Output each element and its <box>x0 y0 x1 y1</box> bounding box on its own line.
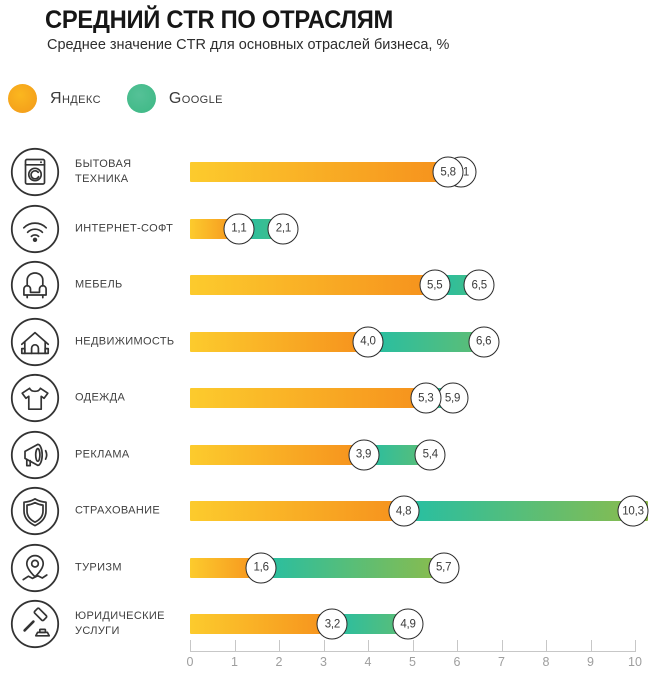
chart-subtitle: Среднее значение CTR для основных отрасл… <box>47 37 450 53</box>
axis-tick <box>457 640 458 652</box>
industry-row: РЕКЛАМА 3,9 5,4 <box>0 426 651 483</box>
google-value-bubble: 10,3 <box>617 495 649 527</box>
google-value-bubble: 2,1 <box>267 213 299 244</box>
google-bar <box>403 501 649 521</box>
industry-row: СТРАХОВАНИЕ 4,8 10,3 <box>0 483 651 540</box>
google-bar <box>368 331 484 352</box>
industry-row: ЮРИДИЧЕСКИЕ УСЛУГИ 3,2 4,9 <box>0 596 651 653</box>
industry-label: БЫТОВАЯ ТЕХНИКА <box>75 158 132 185</box>
yandex-bar <box>190 444 364 465</box>
industry-label: ИНТЕРНЕТ-СОФТ <box>75 222 174 235</box>
yandex-value-bubble: 1,6 <box>245 552 277 583</box>
legend: Яндекс Google <box>8 84 223 113</box>
wifi-icon <box>10 204 60 254</box>
legend-label-google: Google <box>168 89 223 107</box>
industry-row: НЕДВИЖИМОСТЬ 4,0 6,6 <box>0 313 651 370</box>
industry-label: НЕДВИЖИМОСТЬ <box>75 335 175 348</box>
legend-item-yandex: Яндекс <box>8 84 101 113</box>
yandex-value-bubble: 4,8 <box>388 495 420 527</box>
industry-label: ОДЕЖДА <box>75 391 126 404</box>
google-value-bubble: 5,9 <box>437 382 469 414</box>
industry-row: ИНТЕРНЕТ-СОФТ 1,1 2,1 <box>0 200 651 257</box>
map-pin-icon <box>10 543 60 593</box>
axis-tick <box>279 640 280 652</box>
axis-tick <box>368 640 369 652</box>
industry-row: МЕБЕЛЬ 5,5 6,5 <box>0 257 651 314</box>
axis-tick <box>234 640 236 652</box>
yandex-value-bubble: 1,1 <box>223 213 255 244</box>
house-icon <box>10 317 60 367</box>
google-bar <box>363 444 431 465</box>
yandex-bar <box>190 557 262 578</box>
axis-tick-label: 5 <box>409 655 416 669</box>
google-value-bubble: 4,9 <box>392 608 424 640</box>
axis-tick <box>590 640 592 652</box>
axis-tick-label: 7 <box>498 655 505 669</box>
page-title: СРЕДНИЙ CTR ПО ОТРАСЛЯМ <box>45 6 394 34</box>
washing-machine-icon <box>10 147 60 197</box>
yandex-bar <box>190 275 435 295</box>
industry-row: ТУРИЗМ 1,6 5,7 <box>0 539 651 596</box>
yandex-value-bubble: 5,3 <box>410 382 442 414</box>
google-color-dot-icon <box>126 84 156 113</box>
gavel-icon <box>10 599 60 649</box>
industry-row: БЫТОВАЯ ТЕХНИКА 5,8 6,1 <box>0 144 651 201</box>
google-value-bubble: 6,6 <box>468 326 500 357</box>
axis-tick <box>501 640 503 652</box>
yandex-value-bubble: 4,0 <box>352 326 384 357</box>
industry-row: ОДЕЖДА 5,3 5,9 <box>0 370 651 427</box>
yandex-color-dot-icon <box>8 84 37 113</box>
industry-label: МЕБЕЛЬ <box>75 278 123 291</box>
industry-label: ТУРИЗМ <box>75 561 122 574</box>
google-bar <box>332 614 409 634</box>
industry-label: ЮРИДИЧЕСКИЕ УСЛУГИ <box>75 610 165 637</box>
axis-tick-label: 9 <box>587 655 594 669</box>
axis-tick <box>546 640 547 652</box>
x-axis: 0 1 2 3 4 5 6 7 8 9 10 <box>186 639 646 673</box>
axis-tick-label: 3 <box>320 655 327 669</box>
yandex-value-bubble: 3,2 <box>316 608 348 640</box>
yandex-value-bubble: 5,5 <box>419 269 451 301</box>
google-value-bubble: 5,4 <box>414 439 446 470</box>
yandex-bar <box>190 501 404 521</box>
industry-label: РЕКЛАМА <box>75 448 130 461</box>
legend-item-google: Google <box>126 84 223 113</box>
google-value-bubble: 5,7 <box>428 552 460 583</box>
google-value-bubble: 6,5 <box>463 269 495 301</box>
industry-label: СТРАХОВАНИЕ <box>75 504 161 517</box>
yandex-bar <box>190 388 426 408</box>
axis-tick-label: 8 <box>542 655 550 669</box>
axis-tick <box>323 640 325 652</box>
axis-tick <box>412 640 414 652</box>
yandex-bar <box>190 614 333 634</box>
yandex-value-bubble: 5,8 <box>432 156 464 188</box>
axis-tick-label: 0 <box>186 655 194 669</box>
axis-tick <box>635 640 636 652</box>
axis-tick-label: 6 <box>453 655 461 669</box>
axis-tick-label: 4 <box>364 655 372 669</box>
axis-tick-label: 2 <box>275 655 283 669</box>
yandex-bar <box>190 331 368 352</box>
axis-tick-label: 1 <box>231 655 238 669</box>
armchair-icon <box>10 260 60 310</box>
shield-icon <box>10 486 60 536</box>
legend-label-yandex: Яндекс <box>50 89 101 107</box>
axis-tick <box>190 640 191 652</box>
axis-tick-label: 10 <box>628 655 642 669</box>
yandex-bar <box>190 162 449 182</box>
tshirt-icon <box>10 373 60 423</box>
google-bar <box>261 557 444 578</box>
yandex-value-bubble: 3,9 <box>348 439 380 470</box>
megaphone-icon <box>10 430 60 480</box>
